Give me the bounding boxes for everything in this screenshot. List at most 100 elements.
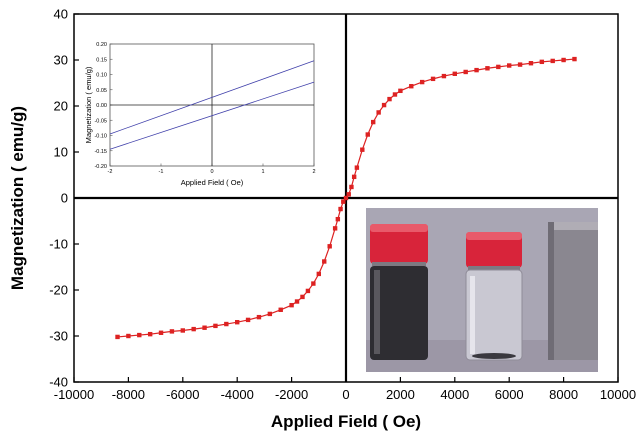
data-point <box>496 64 501 70</box>
x-tick-label: 0 <box>342 387 349 402</box>
x-tick-label: 4000 <box>440 387 469 402</box>
inset-x-tick-label: 2 <box>312 169 315 175</box>
data-point <box>409 84 414 89</box>
data-point <box>528 61 534 66</box>
inset-y-tick-label: 0.05 <box>96 88 107 94</box>
data-point <box>311 281 316 286</box>
inset-y-tick-label: -0.20 <box>94 164 107 170</box>
data-point <box>371 119 376 125</box>
inset-branch-line-2 <box>109 81 315 150</box>
data-point <box>346 192 351 197</box>
data-point <box>550 58 555 64</box>
data-point <box>441 73 447 79</box>
data-point <box>507 63 512 68</box>
data-point <box>147 331 153 337</box>
data-point <box>335 216 341 222</box>
data-point <box>398 88 403 94</box>
data-point <box>224 321 229 327</box>
data-point <box>300 294 305 300</box>
data-point <box>387 96 392 102</box>
inset-series-layer <box>109 60 315 150</box>
data-point <box>115 334 120 340</box>
data-point <box>294 299 300 304</box>
data-point <box>419 79 425 85</box>
data-point <box>213 323 218 329</box>
inset-tick-layer: -2 -1 0 1 2 0.20 0.15 0.10 0.05 0.00 -0.05 -0.10 -0.… <box>94 42 315 175</box>
x-tick-label: 10000 <box>600 387 636 402</box>
data-point <box>354 165 360 170</box>
inset-x-tick-label: -2 <box>108 169 113 175</box>
inset-y-tick-label: 0.00 <box>96 103 107 109</box>
data-point <box>392 92 398 97</box>
data-point <box>463 69 468 75</box>
data-point <box>191 326 196 332</box>
main-x-axis-title: Applied Field ( Oe) <box>271 412 421 431</box>
vials-photo <box>366 208 598 372</box>
x-tick-label: -8000 <box>112 387 145 402</box>
magnet-block-icon <box>548 222 598 360</box>
x-tick-label: -4000 <box>221 387 254 402</box>
y-tick-label: -30 <box>49 329 68 344</box>
data-point <box>169 329 175 334</box>
data-point <box>289 302 294 308</box>
data-point <box>126 333 131 339</box>
data-point <box>572 56 577 62</box>
vial-with-red-cap-dark-icon <box>370 224 428 360</box>
data-point <box>561 57 566 63</box>
y-tick-label: 20 <box>54 99 68 114</box>
data-point <box>343 195 349 201</box>
inset-y-tick-label: -0.15 <box>94 149 107 155</box>
vial-with-red-cap-clear-icon <box>465 232 523 361</box>
data-point <box>202 325 207 330</box>
y-tick-label: 40 <box>54 7 68 22</box>
x-tick-label: -10000 <box>54 387 94 402</box>
y-tick-label: 0 <box>61 191 68 206</box>
data-point <box>381 102 387 108</box>
data-point <box>338 206 343 212</box>
x-tick-label: 2000 <box>386 387 415 402</box>
data-point <box>245 317 251 323</box>
data-point <box>267 311 273 317</box>
data-point <box>316 271 321 277</box>
inset-y-axis-title: Magnetization ( emu/g) <box>84 66 93 143</box>
y-tick-label: -20 <box>49 283 68 298</box>
inset-chart: -2 -1 0 1 2 0.20 0.15 0.10 0.05 0.00 -0.05 -0.10 -0.… <box>80 20 342 192</box>
data-point <box>360 147 365 152</box>
data-point <box>158 330 164 335</box>
data-point <box>349 184 354 190</box>
y-tick-label: 30 <box>54 53 68 68</box>
y-tick-label: -40 <box>49 375 68 390</box>
data-point <box>517 62 523 67</box>
main-series-layer <box>115 56 577 340</box>
data-point <box>430 76 436 82</box>
x-tick-label: 8000 <box>549 387 578 402</box>
data-point <box>256 314 262 320</box>
inset-x-tick-label: 1 <box>261 169 264 175</box>
y-tick-label: -10 <box>49 237 68 252</box>
data-point <box>327 244 332 249</box>
inset-background <box>80 20 342 192</box>
inset-x-tick-label: 0 <box>210 169 213 175</box>
data-point <box>539 59 545 65</box>
inset-y-tick-label: 0.20 <box>96 42 107 48</box>
inset-x-tick-label: -1 <box>159 169 164 175</box>
x-tick-label: -6000 <box>166 387 199 402</box>
inset-branch-line-1 <box>109 60 315 135</box>
data-point <box>452 71 457 76</box>
data-point <box>485 66 490 71</box>
y-tick-label: 10 <box>54 145 68 160</box>
data-point <box>332 226 338 231</box>
data-point <box>278 307 283 312</box>
inset-x-axis-title: Applied Field ( Oe) <box>181 178 244 187</box>
inset-y-tick-label: 0.15 <box>96 57 107 63</box>
data-point <box>351 174 357 180</box>
data-point <box>235 320 240 325</box>
x-tick-label: -2000 <box>275 387 308 402</box>
data-point <box>341 199 346 204</box>
x-tick-label: 6000 <box>495 387 524 402</box>
data-point <box>376 110 381 115</box>
inset-y-tick-label: -0.05 <box>94 118 107 124</box>
data-point <box>305 288 311 294</box>
data-point <box>365 132 370 137</box>
